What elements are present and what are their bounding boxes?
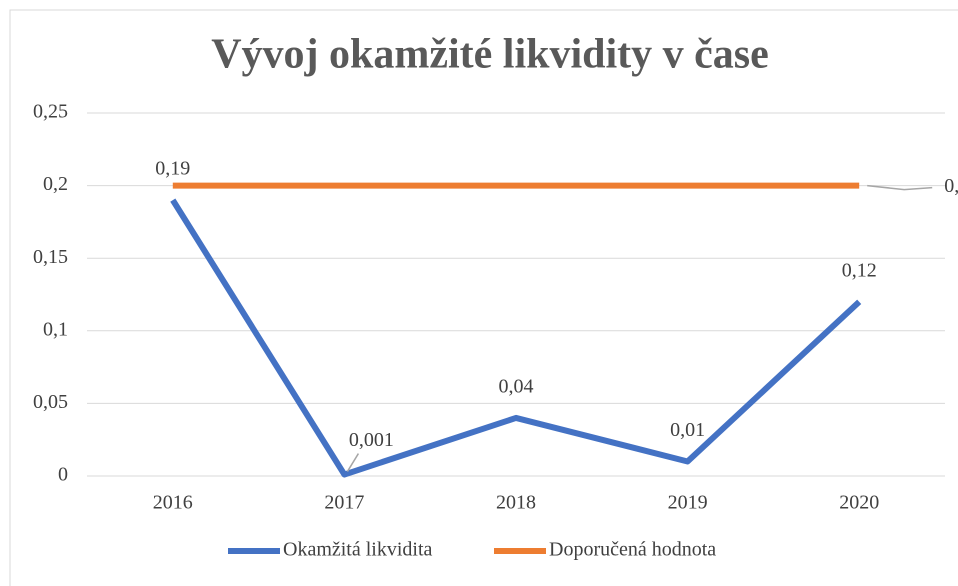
legend-label: Doporučená hodnota bbox=[549, 539, 716, 561]
legend-label: Okamžitá likvidita bbox=[283, 539, 433, 561]
data-label: 0,12 bbox=[842, 259, 877, 281]
x-tick-label: 2016 bbox=[153, 492, 193, 514]
y-tick-label: 0,05 bbox=[33, 391, 68, 413]
x-tick-label: 2019 bbox=[668, 492, 708, 514]
chart-border bbox=[9, 9, 958, 586]
x-tick-label: 2017 bbox=[324, 492, 364, 514]
y-tick-label: 0 bbox=[58, 464, 68, 486]
data-label: 0,2 bbox=[944, 175, 958, 197]
plot bbox=[170, 182, 933, 478]
data-label: 0,01 bbox=[670, 419, 705, 441]
leader-line bbox=[867, 184, 933, 191]
x-tick-label: 2018 bbox=[496, 492, 536, 514]
y-tick-label: 0,15 bbox=[33, 246, 68, 268]
data-label: 0,04 bbox=[499, 376, 534, 398]
leader-line bbox=[346, 453, 360, 472]
chart-title: Vývoj okamžité likvidity v čase bbox=[211, 32, 769, 78]
data-label: 0,19 bbox=[155, 158, 190, 180]
data-label: 0,001 bbox=[349, 429, 394, 451]
y-tick-label: 0,2 bbox=[43, 173, 68, 195]
y-tick-label: 0,25 bbox=[33, 101, 68, 123]
x-tick-label: 2020 bbox=[839, 492, 879, 514]
y-tick-label: 0,1 bbox=[43, 318, 68, 340]
series-line bbox=[170, 198, 862, 478]
